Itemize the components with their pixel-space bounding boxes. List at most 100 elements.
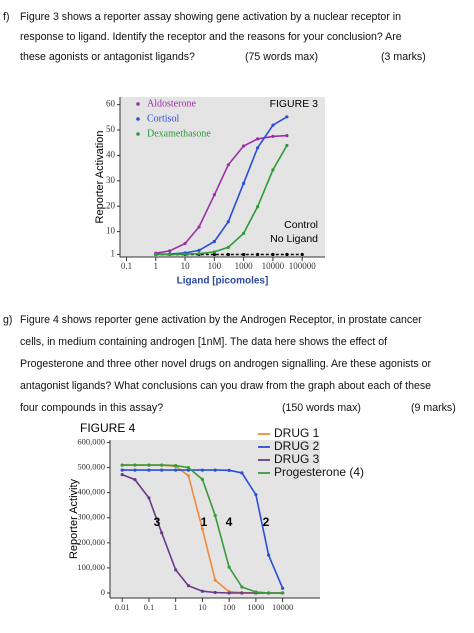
marks: (9 marks) <box>411 402 456 414</box>
legend-label: Cortisol <box>147 113 179 124</box>
question-label: g) <box>3 314 13 326</box>
data-point <box>120 463 124 467</box>
x-tick-label: 10 <box>181 261 191 271</box>
data-point <box>254 590 258 594</box>
data-point <box>120 473 124 477</box>
data-point <box>160 463 164 467</box>
data-point <box>227 565 231 569</box>
x-tick-label: 1 <box>174 602 178 612</box>
data-point <box>242 252 246 257</box>
data-point <box>120 468 124 472</box>
data-point <box>240 585 244 589</box>
data-point <box>256 205 260 209</box>
data-point <box>147 496 151 500</box>
question-line: these agonists or antagonist ligands? <box>20 51 195 63</box>
data-point <box>285 115 289 119</box>
question-label: f) <box>3 11 10 23</box>
x-tick-label: 0.1 <box>144 602 155 612</box>
y-tick-label: 1 <box>111 249 116 259</box>
data-point <box>227 591 231 595</box>
question-line: antagonist ligands? What conclusions can… <box>20 380 432 392</box>
x-tick-label: 10000 <box>272 602 293 612</box>
data-point <box>285 134 289 138</box>
baseline-label: Control <box>284 219 318 231</box>
marks: (3 marks) <box>381 51 426 63</box>
data-point <box>174 463 178 468</box>
question-line: cells, in medium containing androgen [1n… <box>20 336 388 348</box>
question-line: response to ligand. Identify the recepto… <box>20 31 402 43</box>
data-point <box>200 589 205 593</box>
y-axis-label: Reporter Activation <box>94 131 106 224</box>
chart-title: FIGURE 4 <box>80 421 136 435</box>
series-line <box>155 116 288 255</box>
y-tick-label: 300,000 <box>77 512 105 522</box>
data-point <box>186 584 191 588</box>
data-point <box>200 527 205 531</box>
y-tick-label: 600,000 <box>77 436 105 446</box>
data-point <box>213 578 217 582</box>
y-tick-label: 60 <box>106 99 116 109</box>
data-point <box>174 468 178 472</box>
data-point <box>133 468 137 472</box>
data-point <box>240 471 244 475</box>
question-line: four compounds in this assay? <box>20 402 164 414</box>
y-axis-label: Reporter Activity <box>68 478 80 559</box>
y-tick-label: 500,000 <box>77 462 105 472</box>
data-point <box>227 468 231 472</box>
x-axis-label: Ligand [picomoles] <box>177 276 269 287</box>
series-line <box>155 145 288 256</box>
x-tick-label: 1000 <box>235 261 254 271</box>
data-point <box>160 468 164 472</box>
data-point <box>168 252 172 257</box>
data-point <box>160 531 164 535</box>
data-point <box>174 568 178 572</box>
data-point <box>200 477 205 481</box>
data-point <box>267 553 271 557</box>
data-point <box>226 245 230 249</box>
x-tick-label: 0.1 <box>121 261 132 271</box>
data-point <box>254 493 258 497</box>
word-limit: (75 words max) <box>245 51 318 63</box>
legend-label: DRUG 2 <box>274 439 320 453</box>
legend-marker <box>136 117 140 121</box>
x-tick-label: 10 <box>198 602 207 612</box>
y-tick-label: 400,000 <box>77 487 105 497</box>
x-tick-label: 10000 <box>262 261 285 271</box>
data-point <box>147 468 151 472</box>
data-point <box>256 137 260 141</box>
baseline-label: No Ligand <box>270 233 318 245</box>
y-tick-label: 40 <box>106 149 116 159</box>
chart-title: FIGURE 3 <box>270 98 319 110</box>
data-point <box>183 241 187 246</box>
data-point <box>133 478 137 482</box>
data-point <box>267 591 271 595</box>
data-point <box>226 163 230 167</box>
data-point <box>271 134 275 138</box>
data-point <box>271 123 275 127</box>
data-point <box>271 168 275 172</box>
curve-label: 1 <box>201 515 208 529</box>
data-point <box>285 252 289 257</box>
curve-label: 4 <box>226 515 233 529</box>
x-tick-label: 1000 <box>247 602 264 612</box>
y-tick-label: 50 <box>106 124 116 134</box>
y-tick-label: 30 <box>106 175 116 185</box>
y-tick-label: 20 <box>106 200 116 210</box>
data-point <box>285 143 289 148</box>
y-tick-label: 100,000 <box>77 562 105 572</box>
x-tick-label: 100000 <box>289 261 317 271</box>
question-line: Progesterone and three other novel drugs… <box>20 358 432 370</box>
curve-label: 3 <box>154 515 161 529</box>
y-tick-label: 0 <box>101 587 105 597</box>
data-point <box>133 463 137 467</box>
data-point <box>242 144 246 148</box>
data-point <box>256 252 260 257</box>
legend-label: DRUG 3 <box>274 452 320 466</box>
data-point <box>197 252 201 256</box>
word-limit: (150 words max) <box>282 402 361 414</box>
data-point <box>271 252 275 257</box>
data-point <box>168 249 172 253</box>
question-line: Figure 4 shows reporter gene activation … <box>20 314 422 326</box>
